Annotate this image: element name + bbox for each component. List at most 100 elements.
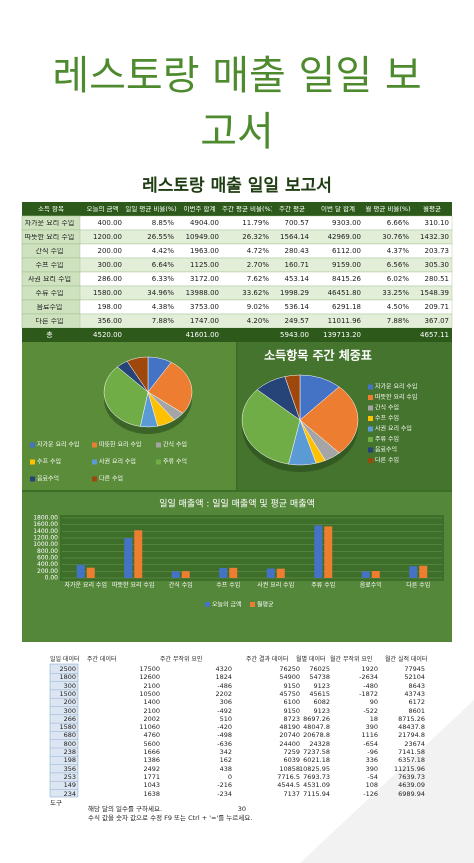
legend-label: 따뜻한 요리 수입 bbox=[375, 393, 417, 401]
y-tick-label: 1600.00 bbox=[33, 521, 58, 528]
data-cell: 438 bbox=[219, 764, 232, 773]
data-cell: 7115.94 bbox=[303, 789, 330, 798]
table-cell: 310.10 bbox=[424, 220, 450, 227]
data-cell: -654 bbox=[363, 739, 378, 748]
page-title: 레스토랑 매출 일일 보고서 bbox=[52, 53, 422, 155]
data-cell: 8601 bbox=[408, 706, 425, 715]
data-cell: 90 bbox=[369, 698, 378, 707]
data-cell: 1824 bbox=[215, 673, 232, 682]
data-cell: -486 bbox=[217, 681, 232, 690]
data-cell: 7237.58 bbox=[303, 748, 330, 756]
data-cell: -420 bbox=[217, 723, 232, 732]
table-cell: 1564.14 bbox=[280, 234, 309, 241]
table-cell: 26.55% bbox=[147, 234, 174, 241]
data-cell: 23674 bbox=[404, 739, 425, 748]
legend-swatch bbox=[92, 476, 97, 482]
data-cell: -216 bbox=[217, 781, 232, 790]
data-cell: 7639.73 bbox=[398, 772, 425, 781]
column-header: 월 평균 비율(%) bbox=[365, 206, 411, 213]
table-cell: 33.62% bbox=[242, 290, 269, 297]
table-cell: 33.25% bbox=[382, 290, 409, 297]
table-cell: 4.37% bbox=[386, 248, 409, 255]
row-label: 따뜻한 요리 수입 bbox=[24, 234, 75, 241]
table-cell: 8415.26 bbox=[332, 276, 361, 283]
pie-slice bbox=[126, 356, 149, 393]
table-cell: 280.51 bbox=[424, 276, 450, 283]
table-cell: 6.64% bbox=[151, 262, 174, 269]
table-cell: 1963.00 bbox=[190, 248, 219, 255]
data-cell: 4760 bbox=[143, 731, 160, 740]
data-cell: 6100 bbox=[283, 698, 300, 707]
formula-note: 수식 값을 숫자 값으로 수정 F9 또는 Ctrl + '='를 누르세요. bbox=[88, 814, 253, 822]
total-cell: 41601.00 bbox=[185, 331, 219, 339]
data-cell: 2500 bbox=[59, 665, 76, 673]
legend-swatch bbox=[156, 442, 161, 448]
data-cell: 1666 bbox=[143, 748, 160, 756]
column-header: 오늘의 금액 bbox=[86, 206, 119, 213]
data-cell: 9123 bbox=[313, 681, 330, 690]
data-cell: 7141.58 bbox=[398, 748, 425, 756]
table-cell: 280.43 bbox=[284, 248, 310, 255]
table-cell: 34.96% bbox=[147, 290, 174, 297]
data-cell: -522 bbox=[363, 706, 378, 715]
bar bbox=[314, 525, 323, 578]
table-cell: 9303.00 bbox=[332, 220, 361, 227]
total-cell: 5943.00 bbox=[280, 331, 309, 339]
data-cell: 680 bbox=[63, 731, 76, 740]
data-cell: 1116 bbox=[361, 731, 378, 740]
data-cell: 10500 bbox=[139, 689, 160, 698]
data-cell: 390 bbox=[365, 764, 378, 773]
bar bbox=[76, 564, 85, 578]
x-tick-label: 음료수익 bbox=[359, 582, 382, 589]
data-cell: 7693.73 bbox=[303, 772, 330, 781]
table-cell: 198.00 bbox=[97, 304, 123, 311]
legend-label: 사권 요리 수입 bbox=[375, 425, 412, 433]
data-column-header: 월간 무작위 요인 bbox=[330, 656, 373, 663]
data-cell: 6357.18 bbox=[398, 756, 425, 765]
data-cell: 24328 bbox=[309, 739, 330, 748]
table-cell: 400.00 bbox=[97, 220, 123, 227]
data-cell: 7259 bbox=[283, 748, 300, 756]
data-cell: 54900 bbox=[279, 673, 300, 682]
data-cell: 4320 bbox=[215, 665, 232, 673]
data-cell: 510 bbox=[219, 714, 232, 723]
data-cell: 2492 bbox=[143, 764, 160, 773]
y-tick-label: 1200.00 bbox=[33, 535, 58, 542]
legend-label: 다른 수입 bbox=[375, 456, 399, 464]
data-cell: 54738 bbox=[309, 673, 330, 682]
row-label: 자가운 요리 수입 bbox=[24, 220, 75, 227]
data-cell: 6989.94 bbox=[398, 789, 425, 798]
bar bbox=[276, 568, 285, 578]
data-cell: 2100 bbox=[143, 706, 160, 715]
data-cell: -492 bbox=[217, 706, 232, 715]
table-cell: 6.02% bbox=[386, 276, 409, 283]
tools-label: 도구 bbox=[50, 799, 62, 807]
table-cell: 1747.00 bbox=[190, 318, 219, 325]
bar bbox=[371, 571, 380, 578]
data-column-header: 주간 무작위 요인 bbox=[160, 656, 203, 663]
table-cell: 305.30 bbox=[424, 262, 450, 269]
table-cell: 4.72% bbox=[246, 248, 269, 255]
data-cell: 2100 bbox=[143, 681, 160, 690]
data-cell: 306 bbox=[219, 698, 232, 707]
data-cell: 1920 bbox=[361, 665, 378, 673]
legend-swatch bbox=[368, 405, 373, 411]
legend-label: 오늘의 금액 bbox=[212, 601, 242, 609]
table-cell: 4.42% bbox=[151, 248, 174, 255]
row-label: 음료수입 bbox=[36, 304, 63, 311]
legend-label: 주류 수익 bbox=[163, 458, 187, 466]
data-column-header: 월별 데이터 bbox=[296, 656, 326, 663]
total-cell: 4520.00 bbox=[93, 331, 122, 339]
sheet-title-band bbox=[22, 172, 452, 202]
data-cell: 9150 bbox=[283, 681, 300, 690]
table-cell: 42969.00 bbox=[327, 234, 361, 241]
table-cell: 11.79% bbox=[242, 220, 269, 227]
pie-slice bbox=[299, 386, 359, 454]
table-cell: 7.62% bbox=[246, 276, 269, 283]
table-cell: 700.57 bbox=[284, 220, 310, 227]
legend-label: 따뜻한 요리 수입 bbox=[99, 441, 141, 449]
data-cell: 1771 bbox=[143, 772, 160, 781]
column-header: 이번주 합계 bbox=[183, 206, 216, 213]
